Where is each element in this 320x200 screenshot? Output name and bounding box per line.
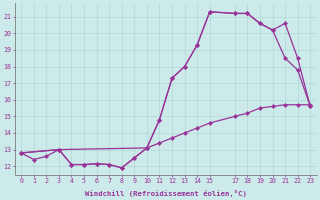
X-axis label: Windchill (Refroidissement éolien,°C): Windchill (Refroidissement éolien,°C) (85, 190, 247, 197)
